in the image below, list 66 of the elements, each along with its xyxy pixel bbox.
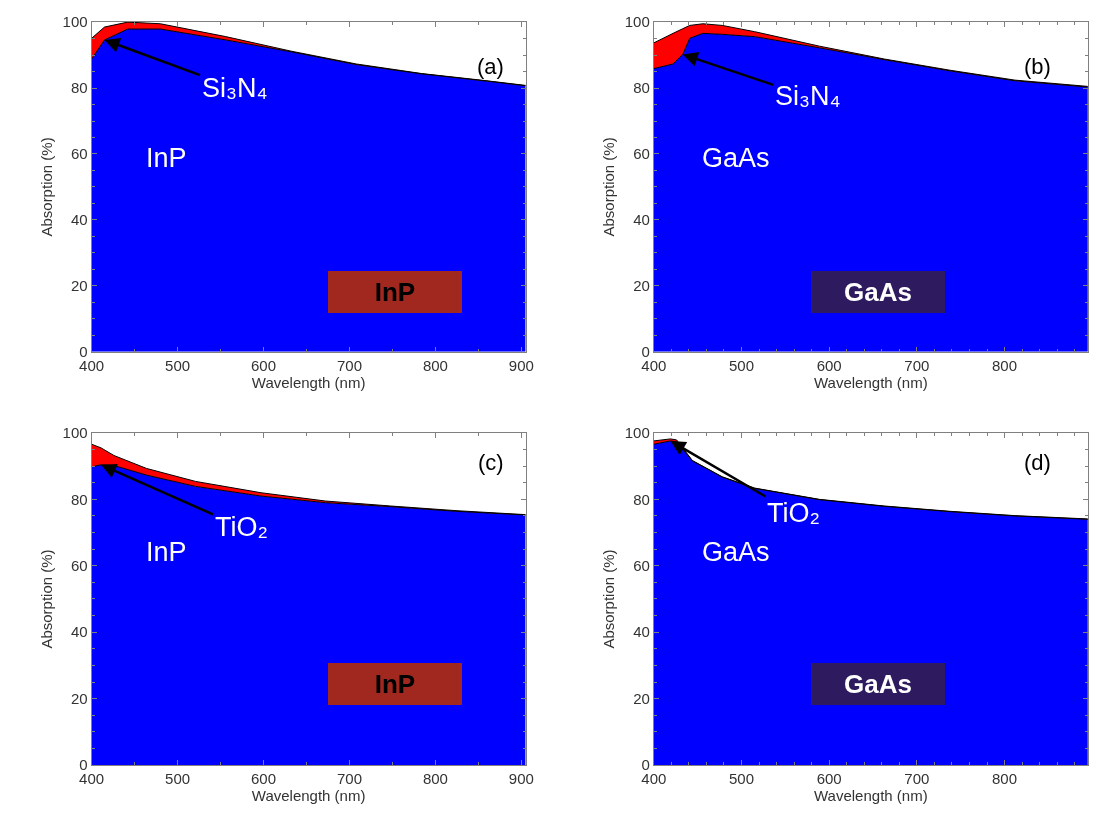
annotation: InP [146, 537, 187, 567]
annotation: (b) [1024, 54, 1051, 79]
y-axis-title: Absorption (%) [37, 549, 55, 649]
y-tick-label: 40 [70, 211, 88, 229]
picture-layer-sample: GaAs [811, 271, 945, 313]
x-tick-label: 800 [422, 356, 448, 374]
annotation: (a) [477, 54, 504, 79]
y-tick-label: 60 [70, 557, 88, 575]
y-tick-label: 60 [633, 557, 650, 575]
annotation: GaAs [702, 537, 770, 567]
annotation: (d) [1024, 450, 1051, 475]
y-axis-title: Absorption (%) [600, 137, 618, 237]
y-tick-label: 20 [70, 277, 88, 295]
x-axis-title: Wavelength (nm) [814, 373, 928, 391]
picture-layer-sample: InP [328, 663, 462, 705]
x-tick-label: 800 [992, 356, 1018, 374]
annotation: GaAs [702, 143, 770, 173]
x-tick-label: 600 [816, 770, 842, 788]
x-axis-title: Wavelength (nm) [251, 373, 366, 391]
annotation: InP [374, 277, 416, 307]
annotation: Si₃N₄ [202, 73, 268, 103]
y-tick-label: 20 [633, 689, 650, 707]
x-tick-label: 700 [336, 356, 362, 374]
annotation: TiO₂ [767, 498, 820, 528]
annotation: TiO₂ [215, 512, 268, 542]
picture-layer-sample: GaAs [811, 663, 945, 705]
x-tick-label: 600 [816, 356, 842, 374]
y-tick-label: 20 [70, 689, 88, 707]
annotation: Si₃N₄ [775, 81, 841, 111]
y-tick-label: 80 [70, 490, 88, 508]
y-tick-label: 100 [624, 424, 650, 442]
x-tick-label: 900 [508, 356, 534, 374]
x-tick-label: 800 [422, 770, 448, 788]
x-tick-label: 600 [251, 770, 277, 788]
annotation: GaAs [844, 669, 912, 699]
x-tick-label: 600 [251, 356, 277, 374]
y-tick-label: 40 [633, 623, 650, 641]
y-tick-label: 80 [633, 79, 650, 97]
y-axis-title: Absorption (%) [600, 549, 618, 649]
x-tick-label: 700 [904, 770, 930, 788]
annotation: (c) [478, 450, 504, 475]
y-tick-label: 60 [633, 145, 650, 163]
x-tick-label: 500 [165, 770, 191, 788]
annotation: GaAs [844, 277, 912, 307]
x-tick-label: 500 [728, 356, 755, 374]
y-tick-label: 100 [624, 13, 650, 31]
annotation: InP [374, 669, 416, 699]
x-tick-label: 500 [165, 356, 191, 374]
y-axis-title: Absorption (%) [37, 137, 55, 237]
y-tick-label: 20 [633, 277, 650, 295]
y-tick-label: 40 [70, 623, 88, 641]
x-tick-label: 700 [336, 770, 362, 788]
x-tick-label: 700 [904, 356, 930, 374]
y-tick-label: 40 [633, 211, 650, 229]
x-axis-title: Wavelength (nm) [814, 787, 928, 805]
x-tick-label: 900 [508, 770, 534, 788]
annotation: InP [146, 143, 187, 173]
y-tick-label: 60 [70, 145, 88, 163]
picture-layer-sample: InP [328, 271, 462, 313]
y-tick-label: 100 [62, 424, 88, 442]
x-tick-label: 800 [992, 770, 1018, 788]
y-tick-label: 80 [633, 490, 650, 508]
y-tick-label: 100 [62, 13, 88, 31]
x-tick-label: 500 [728, 770, 755, 788]
y-tick-label: 80 [70, 79, 88, 97]
x-axis-title: Wavelength (nm) [251, 787, 366, 805]
